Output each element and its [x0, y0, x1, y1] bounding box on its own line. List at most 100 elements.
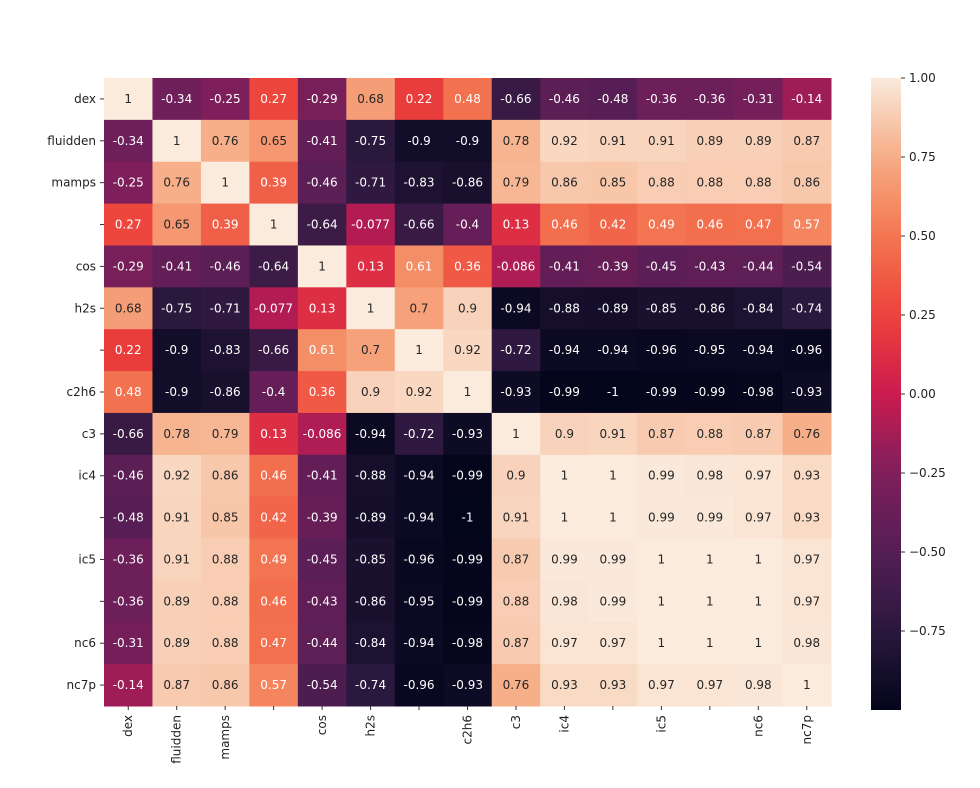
cell-annotation: 0.46: [551, 218, 578, 232]
heatmap-cell: [540, 203, 590, 246]
cell-annotation: 0.88: [696, 427, 723, 441]
cell-annotation: 1: [415, 343, 423, 357]
cell-annotation: -0.64: [307, 218, 338, 232]
heatmap-cell: [346, 287, 396, 330]
cell-annotation: -0.14: [113, 678, 144, 692]
cell-annotation: 0.79: [212, 427, 239, 441]
heatmap-cell: [104, 622, 153, 665]
heatmap-cell: [104, 287, 153, 330]
heatmap-cell: [249, 78, 299, 121]
cell-annotation: 0.99: [648, 511, 675, 525]
row-label: ic4: [78, 469, 96, 483]
heatmap-cell: [637, 78, 687, 121]
colorbar-tick-label: 0.25: [909, 308, 936, 322]
cell-annotation: 0.91: [163, 511, 190, 525]
cell-annotation: -0.94: [404, 511, 435, 525]
heatmap-cell: [346, 203, 396, 246]
cell-annotation: 0.88: [503, 594, 530, 608]
cell-annotation: 0.99: [696, 511, 723, 525]
row-label: nc7p: [67, 678, 96, 692]
heatmap-cell: [200, 538, 250, 581]
heatmap-cell: [443, 78, 493, 121]
cell-annotation: -0.46: [210, 259, 241, 273]
heatmap-cell: [782, 664, 832, 707]
heatmap-cell: [104, 161, 153, 205]
heatmap-cell: [637, 454, 687, 498]
heatmap-cell: [394, 454, 444, 498]
heatmap-cell: [104, 371, 153, 414]
cell-annotation: 0.42: [260, 511, 287, 525]
heatmap-cell: [249, 454, 299, 498]
heatmap-cell: [491, 119, 541, 163]
cell-annotation: 0.79: [503, 176, 530, 190]
cell-annotation: -0.93: [500, 385, 531, 399]
cell-annotation: 0.57: [793, 218, 820, 232]
heatmap-cell: [782, 496, 832, 540]
cell-annotation: 0.91: [503, 511, 530, 525]
cell-annotation: 0.68: [357, 92, 384, 106]
cell-annotation: -0.41: [549, 259, 580, 273]
cell-annotation: 0.78: [503, 134, 530, 148]
heatmap-cell: [734, 78, 784, 121]
row-label: ic5: [78, 552, 96, 566]
cell-annotation: -0.96: [404, 552, 435, 566]
heatmap-cell: [104, 203, 153, 246]
heatmap-cell: [491, 496, 541, 540]
heatmap-cell: [540, 412, 590, 456]
heatmap-cell: [685, 161, 735, 205]
cell-annotation: -0.64: [258, 259, 289, 273]
heatmap-cell: [734, 496, 784, 540]
cell-annotation: -0.36: [694, 92, 725, 106]
heatmap-cell: [588, 329, 638, 372]
cell-annotation: -0.99: [452, 594, 483, 608]
cell-annotation: -0.36: [113, 552, 144, 566]
heatmap-cell: [443, 329, 493, 372]
heatmap-cell: [249, 371, 299, 414]
cell-annotation: 0.76: [503, 678, 530, 692]
heatmap-cell: [394, 78, 444, 121]
cell-annotation: -1: [462, 511, 474, 525]
heatmap-cell: [540, 78, 590, 121]
cell-annotation: 1: [270, 218, 278, 232]
cell-annotation: 0.85: [212, 511, 239, 525]
cell-annotation: -0.99: [646, 385, 677, 399]
heatmap-cell: [491, 538, 541, 581]
cell-annotation: 0.68: [115, 301, 142, 315]
cell-annotation: 0.93: [600, 678, 627, 692]
heatmap-cell: [249, 203, 299, 246]
cell-annotation: 0.89: [163, 594, 190, 608]
cell-annotation: 0.98: [551, 594, 578, 608]
heatmap-cell: [104, 496, 153, 540]
heatmap-cell: [443, 580, 493, 623]
cell-annotation: 0.89: [745, 134, 772, 148]
heatmap-cell: [491, 245, 541, 288]
heatmap-cell: [540, 245, 590, 288]
cell-annotation: -0.66: [113, 427, 144, 441]
heatmap-cell: [152, 412, 202, 456]
cell-annotation: 0.91: [648, 134, 675, 148]
heatmap-cell: [782, 245, 832, 288]
heatmap-cell: [104, 580, 153, 623]
cell-annotation: -0.086: [497, 259, 536, 273]
heatmap-cell: [540, 454, 590, 498]
cell-annotation: -0.66: [404, 218, 435, 232]
heatmap-cell: [588, 203, 638, 246]
cell-annotation: 1: [706, 636, 714, 650]
cell-annotation: -0.66: [258, 343, 289, 357]
heatmap-cell: [637, 119, 687, 163]
cell-annotation: -0.39: [307, 511, 338, 525]
heatmap-cell: [152, 78, 202, 121]
heatmap-cell: [249, 664, 299, 707]
cell-annotation: -0.93: [452, 427, 483, 441]
heatmap-cell: [685, 538, 735, 581]
heatmap-cell: [782, 329, 832, 372]
cell-annotation: 1: [124, 92, 132, 106]
cell-annotation: -0.31: [743, 92, 774, 106]
heatmap-cell: [249, 119, 299, 163]
heatmap-cell: [685, 78, 735, 121]
heatmap-cell: [685, 329, 735, 372]
column-label: c3: [509, 715, 523, 729]
colorbar-tick-label: −0.25: [909, 466, 946, 480]
cell-annotation: 0.97: [551, 636, 578, 650]
column-label: nc6: [751, 715, 765, 737]
